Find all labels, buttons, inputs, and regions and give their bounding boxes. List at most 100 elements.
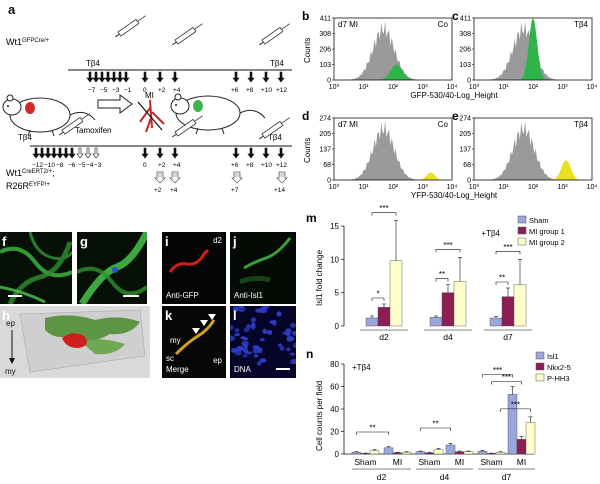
x-tick-label: 10¹ — [498, 84, 509, 91]
scale-bar — [276, 368, 290, 370]
day-label: −10 — [44, 162, 55, 169]
arrow-icon — [141, 147, 149, 159]
flow-cytometry-panels: b Counts 0 103 206 308 411 10⁰ 10¹ 10² 10³ 10⁴ d7 MI… — [302, 9, 597, 200]
arrow-icon — [277, 71, 285, 83]
x-category-label: d7 — [503, 332, 513, 342]
legend-swatch — [517, 226, 527, 235]
label-ep: ep — [213, 356, 222, 365]
top-day-labels: −7 −5 −3 −1 0 +2 +4 +6 +8 +10 +12 — [88, 87, 287, 94]
day-label: +6 — [231, 162, 239, 169]
significance-bracket — [435, 278, 449, 282]
tb4-label-bottom-right: Tβ4 — [268, 133, 282, 142]
day-label: +4 — [173, 162, 181, 169]
treatment-label: Co — [438, 120, 449, 129]
x-category-label: MI — [455, 457, 464, 467]
nucleus — [290, 358, 296, 365]
bar — [513, 284, 527, 327]
syringe-icon — [172, 115, 203, 138]
panel-label-f: f — [2, 234, 7, 249]
x-tick-label: 10⁰ — [469, 183, 480, 191]
nucleus — [252, 348, 260, 354]
treatment-label: Tβ4 — [574, 120, 588, 129]
nucleus — [260, 337, 265, 342]
arrow-icon — [141, 71, 149, 83]
significance-label: * — [376, 290, 379, 299]
flow-panel-e: e 0 68 137 205 274 10⁰ 10¹ 10² 10³ 10⁴ Tβ4 — [452, 109, 597, 191]
nucleus — [256, 361, 262, 366]
harvest-day: +7 — [231, 187, 239, 194]
y-tick-label: 0 — [335, 450, 340, 459]
panel-label-i: i — [165, 234, 169, 249]
arrow-icon — [32, 147, 40, 159]
bar — [360, 453, 371, 455]
x-axis-label: GFP-530/40-Log_Height — [410, 91, 498, 100]
panel-label: b — [302, 9, 309, 23]
bar — [525, 422, 536, 455]
bar — [445, 444, 456, 455]
y-tick-label: 103 — [319, 62, 331, 69]
bottom-arrows — [32, 147, 285, 159]
x-category-label: d2 — [379, 332, 389, 342]
label-sc: sc — [166, 354, 174, 363]
nucleus — [259, 358, 267, 363]
significance-bracket — [482, 374, 513, 378]
nucleus — [234, 333, 241, 337]
nucleus — [253, 353, 259, 358]
nucleus — [289, 352, 296, 356]
histogram-gray — [474, 120, 592, 180]
flow-panel-c: c 0 103 206 308 411 10⁰ 10¹ 10² 10³ 10⁴ Tβ4 — [452, 9, 597, 91]
legend-label: MI group 1 — [529, 227, 565, 236]
y-tick-label: 206 — [319, 47, 331, 54]
syringe-icon — [259, 23, 290, 46]
y-tick-label: 0 — [335, 322, 340, 331]
bar — [389, 260, 403, 327]
micrograph-f — [0, 232, 72, 304]
syringe-icon — [259, 117, 290, 140]
x-group-label: d2 — [377, 472, 387, 482]
arrow-icon — [110, 71, 118, 83]
bar — [401, 452, 412, 455]
bar — [415, 451, 426, 455]
significance-label: *** — [379, 204, 388, 213]
x-category-label: d4 — [443, 332, 453, 342]
panel-a-schematic: Wt1GFPCre/+ Tβ4 Tβ4 −7 −5 −3 −1 0 +2 +4 +6 +8 +10… — [2, 15, 292, 194]
harvest-arrows: +2 +4 +7 +14 — [154, 171, 288, 194]
arrow-icon — [262, 71, 270, 83]
heart-vessel-icon — [137, 99, 165, 133]
day-label: +12 — [276, 87, 287, 94]
x-tick-label: 10¹ — [498, 184, 509, 191]
harvest-arrow-icon — [154, 171, 166, 184]
y-tick-label: 274 — [319, 116, 331, 123]
panel-label-g: g — [80, 234, 88, 249]
day-label: −8 — [56, 162, 64, 169]
harvest-arrow-icon — [276, 171, 288, 184]
nucleus — [230, 335, 236, 341]
arrow-icon — [171, 147, 179, 159]
micrograph-g — [77, 232, 147, 304]
day-label: +8 — [246, 162, 254, 169]
significance-label: ** — [432, 420, 438, 429]
y-tick-label: 0 — [327, 178, 331, 185]
nucleus — [234, 328, 240, 333]
label-my: my — [5, 367, 16, 376]
tb4-label-top-left: Tβ4 — [86, 59, 100, 68]
micrograph-l-caption: DNA — [234, 365, 251, 374]
arrow-icon — [62, 147, 70, 159]
arrow-icon — [104, 71, 112, 83]
bottom-genotype-2: R26REYFP/+ — [6, 181, 50, 191]
arrow-icon — [50, 147, 58, 159]
y-tick-label: 411 — [460, 16, 471, 23]
x-tick-label: 10⁰ — [329, 83, 340, 91]
x-tick-label: 10² — [528, 84, 539, 91]
bar — [429, 317, 443, 327]
arrow-icon — [92, 71, 100, 83]
x-tick-label: 10³ — [557, 184, 568, 191]
histogram-highlight — [474, 160, 592, 180]
x-axis-label: YFP-530/40-Log_Height — [411, 191, 498, 200]
arrow-icon — [277, 147, 285, 159]
bar — [516, 439, 527, 455]
y-tick-label: 0 — [467, 178, 471, 185]
y-tick-label: 15 — [330, 222, 339, 231]
legend-swatch — [535, 362, 545, 371]
histogram-gray — [334, 120, 452, 180]
